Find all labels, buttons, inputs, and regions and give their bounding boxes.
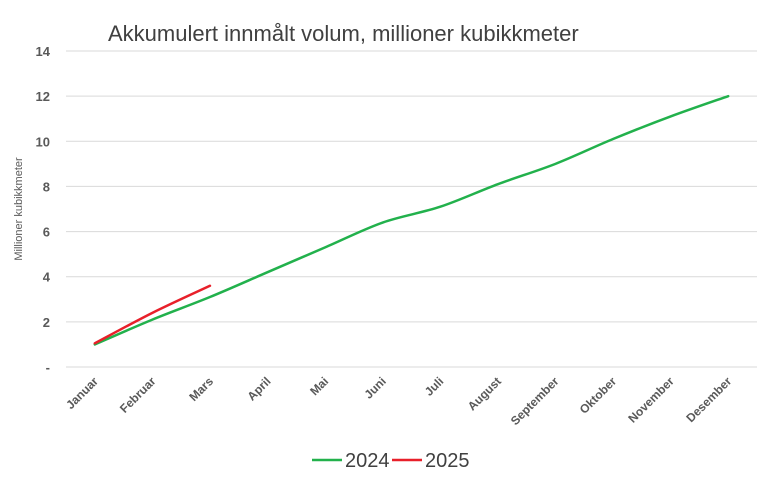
y-tick-label: 2 bbox=[43, 315, 50, 330]
x-tick-label: Oktober bbox=[577, 374, 620, 417]
y-tick-label: 8 bbox=[43, 179, 50, 194]
y-tick-label: 14 bbox=[36, 44, 51, 59]
x-tick-label: Juni bbox=[361, 374, 388, 401]
x-tick-label: November bbox=[625, 374, 677, 426]
y-tick-label: - bbox=[46, 360, 50, 375]
legend-label: 2024 bbox=[345, 450, 390, 472]
gridlines bbox=[66, 50, 757, 368]
series-line-2024 bbox=[93, 94, 730, 346]
x-tick-label: Mai bbox=[307, 374, 331, 398]
series-line-2025 bbox=[93, 284, 212, 345]
legend-label: 2025 bbox=[425, 450, 470, 472]
y-axis-ticks: - 2 4 6 8 10 12 14 bbox=[36, 44, 51, 375]
y-tick-label: 12 bbox=[36, 89, 50, 104]
x-tick-label: April bbox=[244, 374, 273, 403]
y-tick-label: 4 bbox=[43, 270, 51, 285]
x-tick-label: Mars bbox=[186, 374, 216, 404]
x-axis-ticks: Januar Februar Mars April Mai Juni Juli August S… bbox=[63, 374, 734, 428]
chart-title: Akkumulert innmålt volum, millioner kubi… bbox=[108, 21, 579, 46]
y-tick-label: 10 bbox=[36, 134, 50, 149]
x-tick-label: Februar bbox=[117, 374, 159, 416]
y-tick-label: 6 bbox=[43, 225, 50, 240]
series-lines bbox=[93, 94, 730, 346]
x-tick-label: August bbox=[465, 374, 504, 413]
legend: 2024 2025 bbox=[312, 450, 470, 472]
x-tick-label: Januar bbox=[63, 374, 101, 412]
x-tick-label: Juli bbox=[422, 374, 447, 399]
x-tick-label: September bbox=[508, 374, 562, 428]
x-tick-label: Desember bbox=[683, 374, 734, 425]
y-axis-label: Millioner kubikkmeter bbox=[13, 157, 25, 261]
